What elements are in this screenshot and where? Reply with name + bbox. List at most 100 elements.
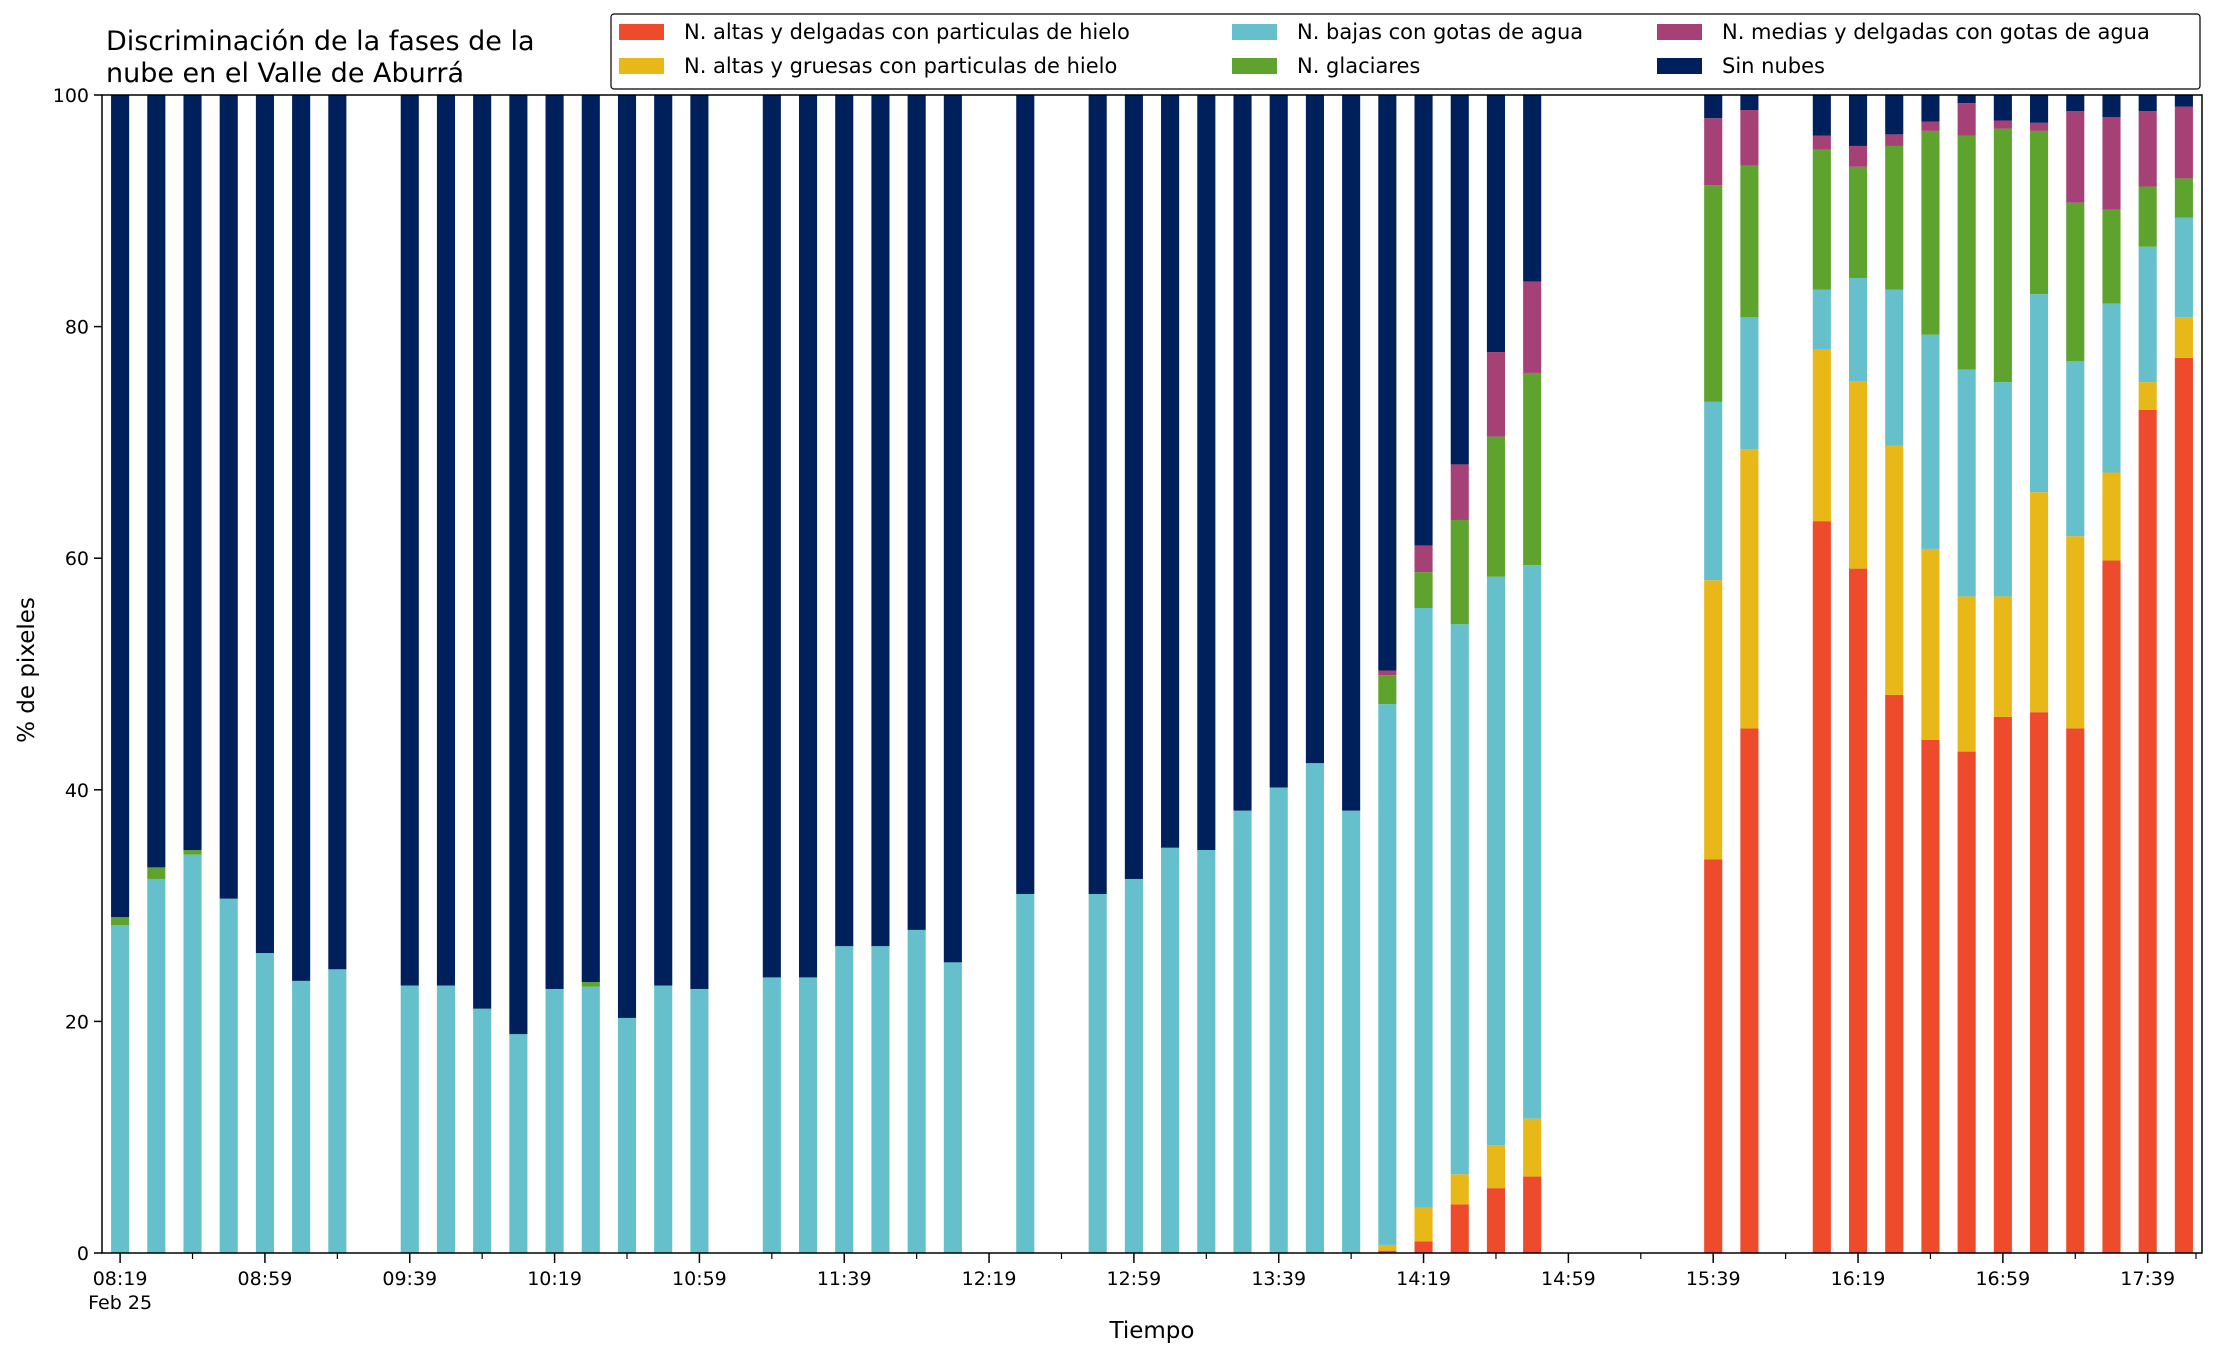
bar-segment-s2-t15 [654,985,673,1253]
bar-segment-s5-t13 [581,95,600,983]
bar-segment-s2-t18 [762,977,781,1253]
bar-segment-s1-t36 [1414,1207,1433,1242]
bar-segment-s0-t54 [2066,728,2085,1253]
bar-segment-s2-t22 [907,929,926,1253]
bar-segment-s3-t44 [1704,185,1723,402]
bar-segment-s1-t37 [1450,1174,1469,1205]
bar-segment-s5-t15 [654,95,673,986]
bar-segment-s5-t38 [1486,95,1506,353]
bar-segment-s4-t35 [1378,670,1397,676]
bar-segment-s1-t57 [2174,317,2193,358]
bar-segment-s3-t54 [2066,202,2085,362]
bar-segment-s5-t2 [183,95,202,851]
bar-segment-s5-t48 [1848,95,1868,146]
x-tick-label: 12:59 [1107,1268,1162,1290]
x-tick-label: 14:59 [1541,1268,1596,1290]
bar-segment-s5-t39 [1523,95,1542,282]
bar-segment-s0-t52 [1993,716,2012,1253]
legend-swatch-1 [619,58,664,74]
bar-segment-s3-t13 [581,982,600,987]
bar-segment-s2-t10 [473,1008,492,1253]
bar-segment-s3-t0 [111,917,130,926]
bar-segment-s4-t52 [1993,120,2012,129]
bar-segment-s1-t50 [1921,548,1940,741]
bar-segment-s4-t38 [1486,352,1506,437]
bar-segment-s3-t1 [147,867,166,879]
bar-segment-s5-t51 [1957,95,1976,104]
bar-segment-s0-t53 [2030,712,2049,1253]
bar-segment-s5-t37 [1450,95,1469,465]
bar-segment-s5-t35 [1378,95,1397,671]
bar-segment-s0-t47 [1812,521,1831,1253]
bar-segment-s5-t34 [1342,95,1361,811]
bar-segment-s3-t53 [2030,130,2049,295]
x-tick-label: 10:59 [672,1268,727,1290]
bar-segment-s0-t39 [1523,1176,1542,1253]
bar-segment-s5-t4 [255,95,274,954]
bar-segment-s2-t32 [1269,787,1288,1253]
bar-segment-s1-t48 [1848,381,1868,569]
bar-segment-s3-t2 [183,850,202,855]
bar-segment-s5-t56 [2138,95,2157,112]
bar-segment-s3-t35 [1378,675,1397,705]
bar-segment-s2-t45 [1740,317,1759,450]
bar-segment-s4-t57 [2174,106,2193,179]
x-tick-label: 16:59 [1975,1268,2030,1290]
legend-entry-3: N. glaciares [1297,54,1420,78]
bar-segment-s2-t8 [400,985,419,1253]
legend-entry-1: N. altas y gruesas con particulas de hie… [684,54,1117,78]
bar-segment-s5-t18 [762,95,781,978]
x-tick-label: 15:39 [1686,1268,1741,1290]
bar-segment-s5-t21 [871,95,890,947]
bar-segment-s5-t52 [1993,95,2012,121]
bar-segment-s5-t0 [111,95,130,918]
bar-segment-s1-t49 [1885,445,1904,695]
bar-segment-s1-t56 [2138,382,2157,410]
bar-segment-s1-t45 [1740,449,1759,729]
bar-segment-s2-t33 [1305,763,1324,1253]
bar-segment-s2-t5 [292,980,311,1253]
bar-segment-s4-t44 [1704,118,1723,186]
bar-segment-s5-t36 [1414,95,1433,546]
bar-segment-s2-t49 [1885,289,1904,446]
bar-segment-s5-t47 [1812,95,1831,136]
bar-segment-s3-t37 [1450,519,1469,625]
bar-segment-s2-t30 [1197,850,1216,1253]
bar-segment-s2-t37 [1450,624,1469,1175]
plot-frame [101,94,2203,1254]
bar-segment-s2-t25 [1016,894,1035,1253]
x-axis: 08:19 08:59 09:39 10:19 10:59 11:39 12:19 12:59… [88,1253,2197,1314]
bars-layer [111,95,2193,1254]
bar-segment-s5-t54 [2066,95,2085,112]
x-date-label: Feb 25 [88,1292,152,1314]
legend-swatch-2 [1232,24,1277,40]
bar-segment-s2-t13 [581,986,600,1253]
bar-segment-s5-t8 [400,95,419,986]
bar-segment-s5-t10 [473,95,492,1009]
legend-swatch-0 [619,24,664,40]
bar-segment-s2-t36 [1414,607,1433,1208]
y-tick-label: 40 [65,780,89,802]
bar-segment-s2-t1 [147,878,166,1253]
bar-segment-s0-t51 [1957,751,1976,1253]
bar-segment-s3-t56 [2138,186,2157,247]
bar-segment-s2-t34 [1342,810,1361,1253]
bar-segment-s2-t20 [835,946,854,1253]
x-tick-label: 11:39 [817,1268,872,1290]
legend: N. altas y delgadas con particulas de hi… [610,13,2201,90]
legend-box [610,13,2201,90]
bar-segment-s1-t47 [1812,349,1831,522]
bar-segment-s4-t53 [2030,122,2049,131]
bar-segment-s4-t55 [2102,117,2121,210]
bar-segment-s2-t51 [1957,369,1976,597]
chart-title-line-1: Discriminación de la fases de la [106,26,535,57]
bar-segment-s5-t53 [2030,95,2049,123]
bar-segment-s3-t45 [1740,165,1759,318]
bar-segment-s4-t37 [1450,464,1469,520]
legend-swatch-3 [1232,58,1277,74]
bar-segment-s3-t48 [1848,166,1868,278]
y-tick-label: 60 [65,548,89,570]
bar-segment-s3-t39 [1523,372,1542,566]
bar-segment-s1-t44 [1704,580,1723,860]
bar-segment-s2-t27 [1088,894,1107,1253]
